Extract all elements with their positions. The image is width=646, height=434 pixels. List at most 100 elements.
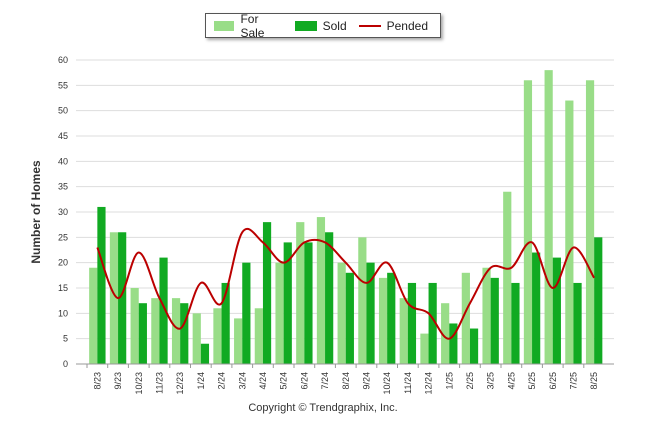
x-tick-label: 4/24	[258, 372, 268, 390]
legend-label-sold: Sold	[322, 18, 347, 33]
bar-for-sale	[254, 308, 263, 364]
x-tick-label: 1/24	[196, 372, 206, 390]
bar-for-sale	[420, 333, 429, 364]
bar-sold	[283, 242, 292, 364]
bar-for-sale	[109, 232, 119, 364]
x-tick-label: 5/25	[527, 372, 537, 390]
bar-sold	[469, 328, 479, 364]
bar-for-sale	[130, 288, 139, 364]
y-tick-label: 45	[58, 131, 68, 141]
bar-sold	[138, 303, 147, 364]
y-axis-label: Number of Homes	[29, 160, 43, 264]
y-tick-label: 20	[58, 258, 68, 268]
bar-sold	[490, 277, 499, 364]
bar-for-sale	[399, 298, 408, 364]
bar-sold	[573, 282, 582, 364]
bar-sold	[366, 262, 375, 364]
legend-item-for-sale[interactable]: For Sale	[214, 12, 283, 40]
bar-for-sale	[482, 267, 491, 364]
x-tick-label: 5/24	[279, 372, 289, 390]
x-tick-label: 2/24	[217, 372, 227, 390]
bar-sold	[159, 257, 168, 364]
legend-label-for-sale: For Sale	[240, 11, 265, 40]
bar-sold	[407, 282, 417, 364]
pended-line	[96, 227, 596, 340]
x-tick-label: 1/25	[444, 372, 454, 390]
legend: For Sale Sold Pended	[205, 12, 441, 40]
axes: 0 5 10 15 20 25 30 35 40 45 50 55 60 8/23 9/23 10/23 11/…	[58, 55, 614, 395]
bar-for-sale	[378, 277, 388, 364]
x-tick-label: 10/23	[134, 372, 144, 395]
y-tick-label: 40	[58, 156, 68, 166]
y-tick-label: 25	[58, 232, 68, 242]
bar-for-sale	[89, 267, 98, 364]
x-tick-label: 3/25	[486, 372, 496, 390]
legend-item-sold[interactable]: Sold	[294, 18, 347, 33]
bar-for-sale	[337, 262, 346, 364]
bar-for-sale	[585, 80, 595, 365]
bar-sold	[594, 237, 603, 364]
y-tick-label: 10	[58, 308, 68, 318]
x-tick-label: 10/24	[382, 372, 392, 395]
pended-swatch	[358, 24, 381, 27]
bar-for-sale	[316, 217, 326, 364]
bar-sold	[242, 262, 251, 364]
bar-sold	[387, 272, 396, 364]
bar-sold	[262, 222, 272, 364]
y-tick-label: 60	[58, 55, 68, 65]
x-tick-label: 6/25	[548, 372, 558, 390]
bars	[89, 70, 603, 365]
bar-for-sale	[565, 100, 574, 365]
bar-sold	[428, 282, 437, 364]
bar-for-sale	[151, 298, 160, 364]
x-tick-label: 3/24	[237, 372, 247, 390]
x-tick-label: 4/25	[506, 372, 516, 390]
bar-for-sale	[503, 191, 512, 364]
bar-for-sale	[275, 262, 284, 364]
pended-line-layer	[96, 227, 596, 340]
bar-for-sale	[441, 303, 450, 364]
x-tick-label: 12/24	[424, 372, 434, 395]
bar-for-sale	[213, 308, 222, 364]
y-tick-label: 55	[58, 80, 68, 90]
bar-sold	[200, 343, 210, 364]
y-tick-label: 35	[58, 182, 68, 192]
y-tick-label: 15	[58, 283, 68, 293]
bar-for-sale	[296, 222, 305, 364]
x-tick-label: 9/23	[113, 372, 123, 390]
bar-sold	[180, 303, 189, 364]
legend-item-pended[interactable]: Pended	[358, 18, 428, 33]
bar-for-sale	[234, 318, 243, 364]
bar-sold	[304, 242, 313, 364]
y-tick-label: 0	[63, 359, 68, 369]
copyright-footer: Copyright © Trendgraphix, Inc.	[248, 402, 398, 414]
x-tick-label: 7/25	[568, 372, 578, 390]
bar-for-sale	[461, 272, 470, 364]
x-tick-label: 2/25	[465, 372, 475, 390]
bar-for-sale	[523, 80, 533, 365]
bar-for-sale	[192, 313, 201, 364]
x-tick-label: 9/24	[361, 372, 371, 390]
bar-sold	[449, 323, 458, 364]
bar-sold	[511, 282, 520, 364]
x-tick-label: 12/23	[175, 372, 185, 395]
bar-sold	[221, 282, 230, 364]
bar-sold	[552, 257, 561, 364]
legend-label-pended: Pended	[386, 18, 428, 33]
bar-sold	[97, 206, 106, 364]
bar-sold	[325, 232, 334, 364]
bar-for-sale	[171, 298, 181, 364]
bar-for-sale	[358, 237, 367, 364]
bar-for-sale	[544, 70, 553, 364]
y-tick-label: 30	[58, 207, 68, 217]
y-tick-label: 50	[58, 106, 68, 116]
x-tick-label: 11/23	[154, 372, 164, 394]
x-tick-label: 7/24	[320, 372, 330, 390]
y-tick-label: 5	[63, 334, 68, 344]
bar-sold	[532, 252, 541, 364]
x-tick-label: 11/24	[403, 372, 413, 394]
bar-sold	[118, 232, 127, 364]
x-tick-label: 8/23	[92, 372, 102, 390]
x-tick-label: 8/25	[589, 372, 599, 390]
x-tick-label: 8/24	[341, 372, 351, 390]
